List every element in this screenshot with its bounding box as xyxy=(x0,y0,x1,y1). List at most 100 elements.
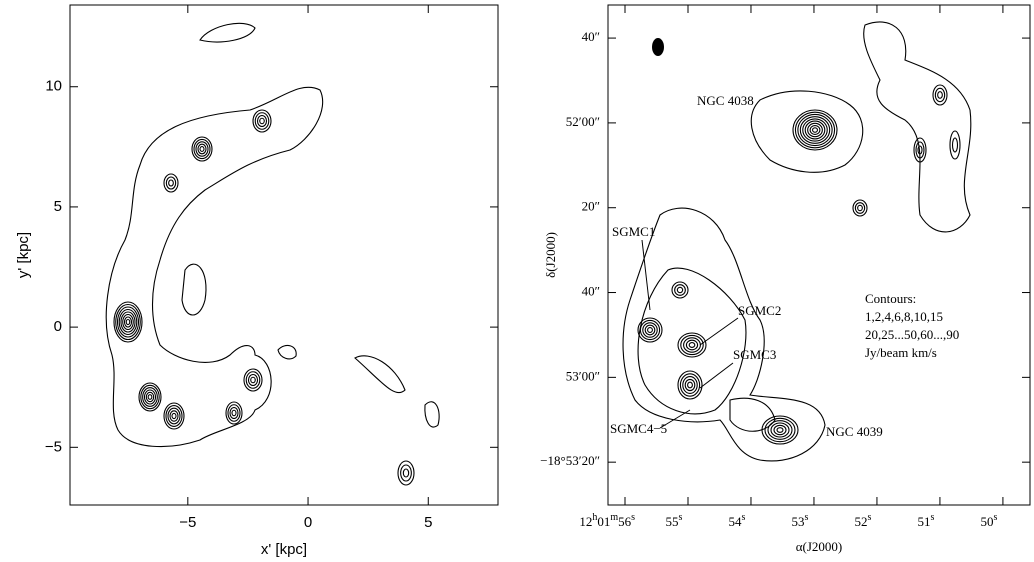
contour xyxy=(231,409,237,417)
contour xyxy=(252,109,272,133)
leader-line xyxy=(699,362,734,389)
x-tick-label: 51s xyxy=(917,512,934,529)
contour xyxy=(792,109,838,151)
contour xyxy=(199,146,205,152)
contour xyxy=(802,118,828,142)
contour xyxy=(682,376,698,394)
annotation: NGC 4038 xyxy=(697,93,754,108)
contour xyxy=(677,332,707,358)
contour xyxy=(165,176,177,190)
contour xyxy=(683,337,701,353)
contour xyxy=(812,127,818,133)
plot-frame xyxy=(607,4,1031,506)
annotation: Contours: xyxy=(865,291,916,306)
contour xyxy=(122,313,134,331)
x-tick-label: 5 xyxy=(424,514,432,531)
contour xyxy=(397,460,415,486)
contour xyxy=(163,173,179,193)
contour xyxy=(138,382,162,412)
contour xyxy=(807,122,823,138)
contour xyxy=(622,207,826,462)
contour xyxy=(143,389,157,405)
contour xyxy=(199,22,256,43)
x-tick-label: 53s xyxy=(792,512,809,529)
beam xyxy=(652,38,664,56)
contour xyxy=(169,410,179,422)
contour xyxy=(854,202,866,214)
contour xyxy=(804,120,826,140)
contour xyxy=(729,397,776,432)
contour xyxy=(247,373,259,387)
y-axis-label: y' [kpc] xyxy=(15,232,32,278)
y-tick-label: 40″ xyxy=(582,29,600,44)
contour xyxy=(229,406,239,420)
contour xyxy=(949,130,961,160)
contour xyxy=(687,381,693,389)
contour xyxy=(637,317,663,343)
annotation: SGMC4−5 xyxy=(610,421,667,436)
contour xyxy=(354,355,406,394)
y-tick-label: 40″ xyxy=(582,284,600,299)
x-axis-label: α(J2000) xyxy=(796,539,843,554)
annotation: 20,25...50,60...,90 xyxy=(865,327,959,342)
contour xyxy=(125,318,131,326)
contour xyxy=(116,306,140,338)
contour xyxy=(193,138,211,160)
contour xyxy=(676,286,684,294)
annotation: Jy/beam km/s xyxy=(865,345,937,360)
contour xyxy=(637,267,747,415)
annotation: SGMC2 xyxy=(738,303,781,318)
contour xyxy=(195,141,209,157)
x-tick-label: 54s xyxy=(729,512,746,529)
y-tick-label: 10 xyxy=(45,78,62,95)
contour xyxy=(400,464,412,482)
contour xyxy=(680,334,704,356)
contour xyxy=(113,301,143,343)
contour xyxy=(685,339,699,351)
contour xyxy=(181,263,207,316)
x-tick-label: 50s xyxy=(980,512,997,529)
contour xyxy=(857,204,863,212)
contour xyxy=(797,113,833,147)
contour xyxy=(764,417,796,443)
x-tick-label: 0 xyxy=(304,514,312,531)
contour xyxy=(191,136,213,162)
contour xyxy=(142,387,158,407)
contour xyxy=(118,308,138,336)
contour xyxy=(761,415,799,445)
contour xyxy=(642,322,658,338)
plot-frame xyxy=(69,4,499,506)
x-axis-label: x' [kpc] xyxy=(261,541,307,558)
leader-line xyxy=(659,409,691,429)
contour xyxy=(256,114,268,128)
y-tick-label: −5 xyxy=(45,438,62,455)
annotation: SGMC1 xyxy=(612,224,655,239)
contour xyxy=(863,21,972,233)
x-tick-label: 12h01m56s xyxy=(579,512,635,529)
contour xyxy=(424,401,440,428)
y-tick-label: 5 xyxy=(54,198,62,215)
contour xyxy=(776,427,784,433)
contour xyxy=(167,407,181,425)
y-tick-label: 0 xyxy=(54,318,62,335)
y-tick-label: 52′00″ xyxy=(566,114,600,129)
contour xyxy=(799,116,831,144)
contour xyxy=(123,316,133,328)
contour xyxy=(934,87,946,103)
contour xyxy=(254,112,270,130)
contour xyxy=(227,404,241,422)
contour xyxy=(644,324,656,336)
left-panel: −5 0 5 −5 0 5 10 x' [kpc] y' [kpc] xyxy=(15,4,499,558)
annotation: SGMC3 xyxy=(733,347,776,362)
contour xyxy=(243,368,263,392)
contour xyxy=(684,378,696,392)
contour xyxy=(140,384,160,410)
contour xyxy=(277,344,297,360)
contour xyxy=(674,284,686,296)
contour xyxy=(677,370,703,400)
contour xyxy=(913,137,927,163)
contour xyxy=(915,141,925,159)
contour xyxy=(250,376,256,384)
annotation: 1,2,4,6,8,10,15 xyxy=(865,309,943,324)
